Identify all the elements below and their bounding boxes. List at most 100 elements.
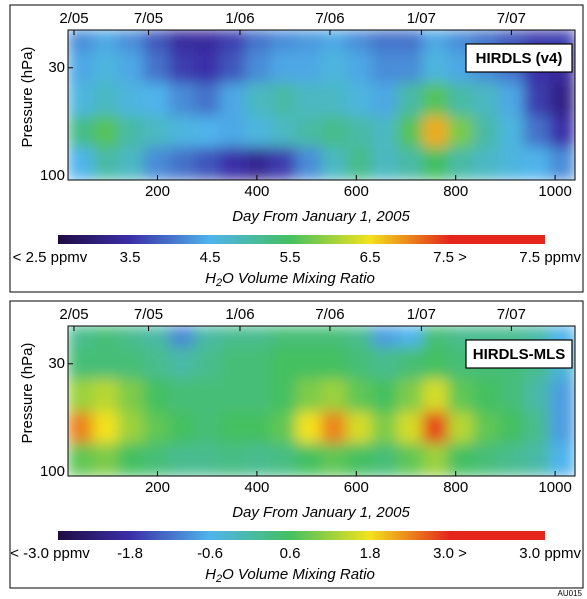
heatmap-cell <box>473 377 500 412</box>
heatmap-cell <box>346 442 373 476</box>
heatmap-cell <box>118 30 145 52</box>
heatmap-cell <box>168 50 196 83</box>
heatmap-cell <box>346 410 373 444</box>
panel-frame <box>9 4 584 293</box>
x2-tick-label: 2/05 <box>59 306 88 323</box>
heatmap <box>68 326 575 476</box>
heatmap-cell <box>68 442 94 476</box>
colorbar-end-label: 7.5 ppmv <box>519 249 581 266</box>
heatmap-cell <box>270 146 297 180</box>
colorbar-tick-label: 6.5 <box>360 249 381 266</box>
heatmap-cell <box>219 410 246 444</box>
heatmap-cell <box>321 30 348 52</box>
x2-tick-label: 1/07 <box>407 306 436 323</box>
heatmap-cell <box>92 326 120 348</box>
heatmap-cell <box>473 410 500 444</box>
colorbar <box>58 531 545 540</box>
heatmap-cell <box>371 146 399 180</box>
heatmap-cell <box>168 326 196 348</box>
heatmap-cell <box>168 346 196 379</box>
colorbar-tick-label: 5.5 <box>280 249 301 266</box>
heatmap-cell <box>371 346 399 379</box>
heatmap-cell <box>118 377 145 412</box>
heatmap-cell <box>143 410 170 444</box>
heatmap-cell <box>295 346 322 379</box>
heatmap-cell <box>523 114 551 148</box>
heatmap-cell <box>118 114 145 148</box>
heatmap <box>68 30 575 180</box>
heatmap-cell <box>549 114 575 148</box>
x2-tick-label: 2/05 <box>59 10 88 27</box>
heatmap-cell <box>143 442 170 476</box>
x2-tick-label: 1/06 <box>225 306 254 323</box>
heatmap-cell <box>118 410 145 444</box>
heatmap-cell <box>321 346 348 379</box>
x2-tick-label: 7/06 <box>315 306 344 323</box>
heatmap-cell <box>397 114 424 148</box>
heatmap-cell <box>346 30 373 52</box>
panel-frame <box>9 300 584 589</box>
heatmap-cell <box>270 30 297 52</box>
colorbar-tick-label: 3.5 <box>120 249 141 266</box>
heatmap-cell <box>295 326 322 348</box>
heatmap-cell <box>346 81 373 116</box>
heatmap-cell <box>219 442 246 476</box>
heatmap-cell <box>473 114 500 148</box>
heatmap-cell <box>447 114 475 148</box>
heatmap-cell <box>422 326 449 348</box>
heatmap-cell <box>92 377 120 412</box>
heatmap-cell <box>295 81 322 116</box>
heatmap-cell <box>295 30 322 52</box>
heatmap-cell <box>397 30 424 52</box>
colorbar-tick-label: 4.5 <box>200 249 221 266</box>
x2-tick-label: 1/06 <box>225 10 254 27</box>
heatmap-cell <box>523 146 551 180</box>
heatmap-cell <box>371 326 399 348</box>
heatmap-cell <box>92 30 120 52</box>
heatmap-cell <box>321 377 348 412</box>
heatmap-cell <box>371 410 399 444</box>
heatmap-cell <box>143 30 170 52</box>
x-tick-label: 400 <box>244 183 269 200</box>
heatmap-cell <box>244 326 272 348</box>
heatmap-cell <box>549 377 575 412</box>
heatmap-cell <box>498 146 525 180</box>
heatmap-cell <box>219 30 246 52</box>
heatmap-cell <box>244 377 272 412</box>
heatmap-cell <box>498 410 525 444</box>
heatmap-cell <box>143 81 170 116</box>
heatmap-cell <box>321 410 348 444</box>
x-axis-label: Day From January 1, 2005 <box>232 208 410 225</box>
plot-frame <box>67 325 576 477</box>
heatmap-cell <box>498 114 525 148</box>
colorbar-tick-label: 0.6 <box>280 545 301 562</box>
figure-id: AU015 <box>558 589 583 598</box>
heatmap-cell <box>549 81 575 116</box>
y-tick-label: 100 <box>40 167 65 184</box>
heatmap-cell <box>92 146 120 180</box>
heatmap-cell <box>371 81 399 116</box>
x-tick-label: 200 <box>145 183 170 200</box>
heatmap-cell <box>397 81 424 116</box>
x2-tick-label: 7/05 <box>134 10 163 27</box>
heatmap-cell <box>244 81 272 116</box>
heatmap-cell <box>371 50 399 83</box>
heatmap-cell <box>397 442 424 476</box>
heatmap-cell <box>194 146 221 180</box>
x-tick-label: 800 <box>443 183 468 200</box>
x-tick-label: 600 <box>344 479 369 496</box>
heatmap-cell <box>397 410 424 444</box>
heatmap-cell <box>244 50 272 83</box>
heatmap-cell <box>219 50 246 83</box>
heatmap-cell <box>92 346 120 379</box>
heatmap-cell <box>219 377 246 412</box>
heatmap-cell <box>194 377 221 412</box>
heatmap-cell <box>68 146 94 180</box>
heatmap-cell <box>219 81 246 116</box>
heatmap-cell <box>447 410 475 444</box>
heatmap-cell <box>168 442 196 476</box>
heatmap-cell <box>549 442 575 476</box>
heatmap-cell <box>346 326 373 348</box>
heatmap-cell <box>371 114 399 148</box>
